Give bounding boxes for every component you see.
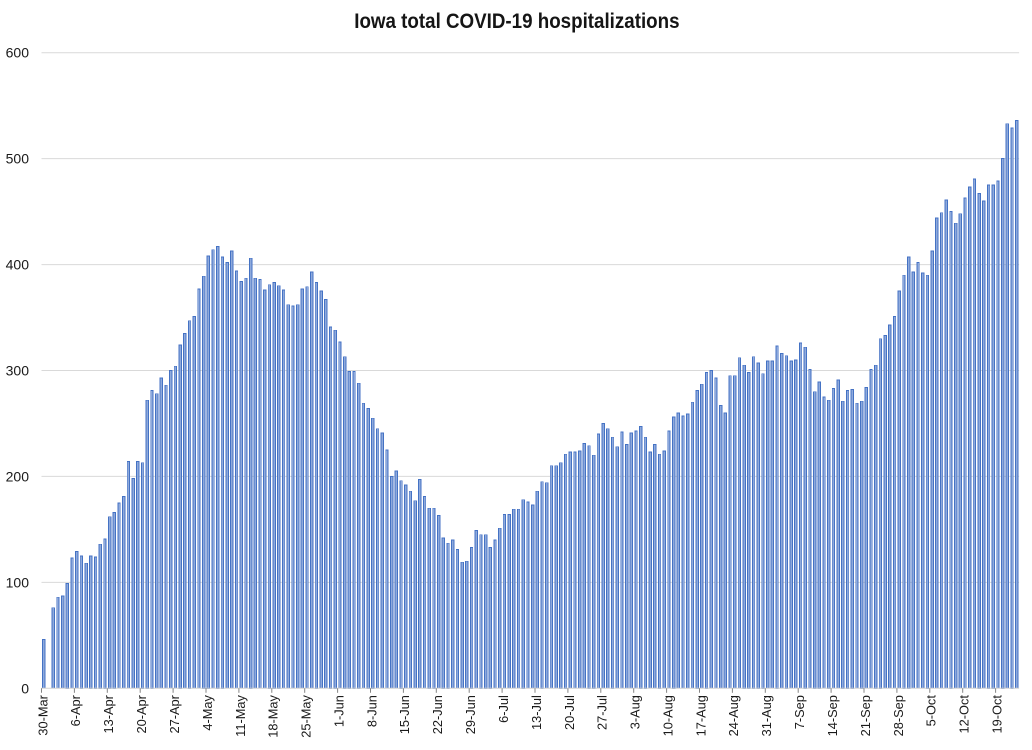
svg-text:18-May: 18-May xyxy=(266,694,281,737)
svg-text:6-Apr: 6-Apr xyxy=(68,694,83,726)
svg-text:4-May: 4-May xyxy=(200,695,215,731)
svg-text:7-Sep: 7-Sep xyxy=(792,695,807,729)
svg-text:24-Aug: 24-Aug xyxy=(726,695,741,736)
svg-text:100: 100 xyxy=(6,574,30,590)
svg-text:27-Jul: 27-Jul xyxy=(595,695,610,730)
svg-text:14-Sep: 14-Sep xyxy=(825,695,840,736)
svg-text:31-Aug: 31-Aug xyxy=(759,695,774,736)
svg-text:15-Jun: 15-Jun xyxy=(397,695,412,734)
svg-text:200: 200 xyxy=(6,468,30,484)
svg-text:17-Aug: 17-Aug xyxy=(693,695,708,736)
svg-text:11-May: 11-May xyxy=(233,695,248,737)
svg-text:27-Apr: 27-Apr xyxy=(167,694,182,733)
svg-text:30-Mar: 30-Mar xyxy=(35,694,50,735)
svg-text:13-Jul: 13-Jul xyxy=(529,695,544,730)
svg-text:13-Apr: 13-Apr xyxy=(101,694,116,733)
svg-text:6-Jul: 6-Jul xyxy=(496,695,511,723)
svg-text:8-Jun: 8-Jun xyxy=(364,695,379,727)
svg-text:400: 400 xyxy=(6,257,30,273)
svg-text:22-Jun: 22-Jun xyxy=(430,695,445,734)
svg-text:3-Aug: 3-Aug xyxy=(628,695,643,729)
svg-text:20-Jul: 20-Jul xyxy=(562,695,577,730)
svg-text:20-Apr: 20-Apr xyxy=(134,694,149,733)
svg-text:21-Sep: 21-Sep xyxy=(858,695,873,736)
svg-text:19-Oct: 19-Oct xyxy=(990,695,1005,734)
svg-text:25-May: 25-May xyxy=(299,694,314,737)
svg-text:29-Jun: 29-Jun xyxy=(463,695,478,734)
svg-text:5-Oct: 5-Oct xyxy=(924,695,939,727)
svg-text:300: 300 xyxy=(6,363,30,379)
svg-text:1-Jun: 1-Jun xyxy=(331,695,346,727)
svg-text:500: 500 xyxy=(6,151,30,167)
svg-text:12-Oct: 12-Oct xyxy=(957,695,972,734)
svg-text:10-Aug: 10-Aug xyxy=(661,695,676,736)
svg-text:Iowa total COVID-19 hospitaliz: Iowa total COVID-19 hospitalizations xyxy=(354,10,679,33)
svg-text:0: 0 xyxy=(21,680,29,696)
svg-text:600: 600 xyxy=(6,45,30,61)
svg-text:28-Sep: 28-Sep xyxy=(891,695,906,736)
